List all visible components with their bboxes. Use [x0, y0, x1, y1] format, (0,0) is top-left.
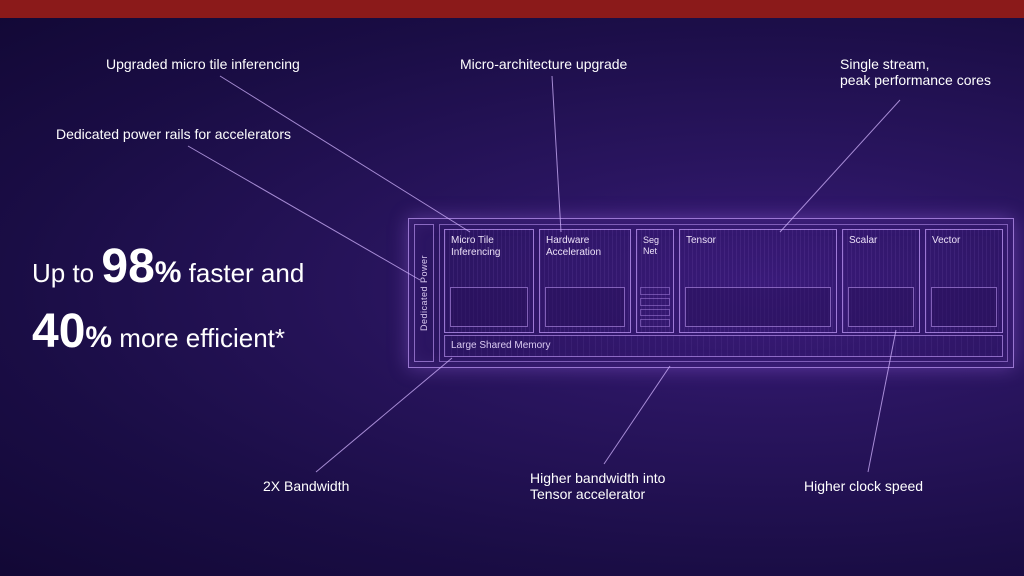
headline-big2: 40 — [32, 305, 85, 358]
headline-post2: more efficient* — [112, 323, 285, 353]
block-scalar-label: Scalar — [849, 235, 913, 247]
block-hw-label: Hardware Acceleration — [546, 235, 624, 259]
callout-text: Dedicated power rails for accelerators — [56, 126, 291, 142]
segnet-steps — [640, 287, 670, 327]
leader-line — [316, 358, 452, 472]
headline-pre1: Up to — [32, 258, 101, 288]
dedicated-power-rail: Dedicated Power — [414, 224, 434, 362]
leader-line — [780, 100, 900, 232]
callout-2x-bandwidth: 2X Bandwidth — [263, 478, 349, 494]
callout-text: Single stream, — [840, 56, 929, 72]
block-vector: Vector — [925, 229, 1003, 333]
callout-upgraded-micro-tile: Upgraded micro tile inferencing — [106, 56, 300, 72]
leader-line — [604, 366, 670, 464]
callout-micro-architecture: Micro-architecture upgrade — [460, 56, 627, 72]
leader-line — [220, 76, 470, 232]
callout-text: Higher clock speed — [804, 478, 923, 494]
shared-memory: Large Shared Memory — [444, 335, 1003, 357]
chip-diagram: Dedicated Power Micro Tile Inferencing H… — [408, 218, 1014, 368]
block-sub — [685, 287, 831, 327]
callout-text: 2X Bandwidth — [263, 478, 349, 494]
block-scalar: Scalar — [842, 229, 920, 333]
block-micro-tile: Micro Tile Inferencing — [444, 229, 534, 333]
top-bar — [0, 0, 1024, 18]
block-hardware-accel: Hardware Acceleration — [539, 229, 631, 333]
block-vector-label: Vector — [932, 235, 996, 247]
callout-single-stream: Single stream, peak performance cores — [840, 56, 991, 88]
headline-pct1: % — [155, 256, 182, 289]
leader-line — [552, 76, 561, 232]
block-sub — [931, 287, 997, 327]
block-sub — [545, 287, 625, 327]
block-seg-label: Seg Net — [643, 235, 667, 257]
headline: Up to 98% faster and 40% more efficient* — [32, 235, 304, 365]
headline-big1: 98 — [101, 240, 154, 293]
callout-text-line2: peak performance cores — [840, 72, 991, 88]
block-sub — [450, 287, 528, 327]
chip-inner: Micro Tile Inferencing Hardware Accelera… — [439, 224, 1008, 362]
block-segnet: Seg Net — [636, 229, 674, 333]
callout-higher-clock: Higher clock speed — [804, 478, 923, 494]
headline-post1: faster and — [181, 258, 304, 288]
headline-pct2: % — [85, 321, 112, 354]
callout-text: Upgraded micro tile inferencing — [106, 56, 300, 72]
block-tensor: Tensor — [679, 229, 837, 333]
callout-higher-bandwidth: Higher bandwidth into Tensor accelerator — [530, 470, 665, 502]
block-sub — [848, 287, 914, 327]
block-tensor-label: Tensor — [686, 235, 830, 247]
callout-text: Micro-architecture upgrade — [460, 56, 627, 72]
chip-blocks-row: Micro Tile Inferencing Hardware Accelera… — [444, 229, 1003, 333]
callout-dedicated-power-rails: Dedicated power rails for accelerators — [56, 126, 291, 142]
callout-text: Higher bandwidth into — [530, 470, 665, 486]
callout-text-line2: Tensor accelerator — [530, 486, 665, 502]
dedicated-power-label: Dedicated Power — [419, 255, 429, 331]
block-micro-label: Micro Tile Inferencing — [451, 235, 527, 259]
